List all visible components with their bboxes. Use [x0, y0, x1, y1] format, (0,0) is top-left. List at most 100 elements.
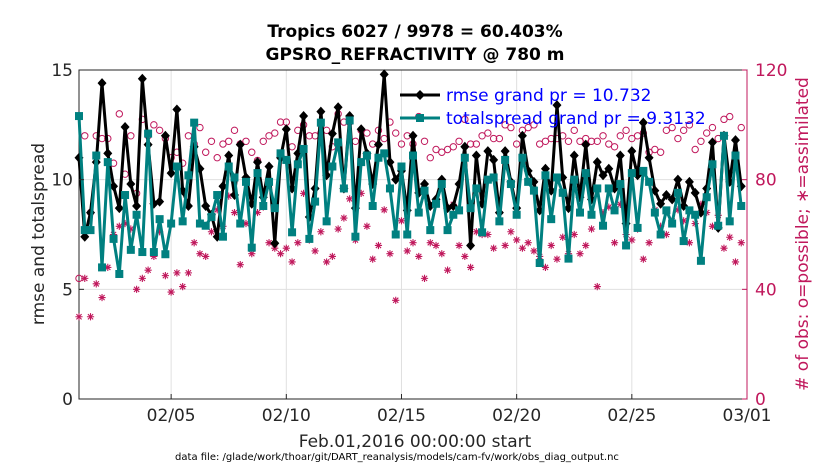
y-axis-label-right: # of obs: o=possible; ∗=assimilated: [793, 77, 813, 391]
point-rmse: [281, 124, 291, 135]
point-totalspread: [518, 153, 527, 162]
obs-assimilated-point: [466, 263, 475, 271]
x-tick-label: 02/25: [607, 406, 656, 426]
point-totalspread: [368, 201, 377, 210]
obs-possible-point: [432, 145, 440, 154]
obs-assimilated-point: [697, 200, 705, 208]
point-totalspread: [115, 269, 124, 278]
point-totalspread: [138, 248, 147, 257]
obs-possible-point: [397, 140, 406, 148]
obs-assimilated-point: [420, 274, 429, 282]
point-totalspread: [489, 173, 498, 182]
point-totalspread: [552, 173, 561, 182]
point-totalspread: [276, 149, 285, 158]
obs-assimilated-point: [299, 189, 308, 197]
obs-assimilated-point: [587, 225, 596, 233]
obs-assimilated-point: [253, 208, 262, 217]
point-totalspread: [650, 208, 659, 217]
obs-possible-point: [662, 126, 671, 135]
point-rmse: [114, 203, 124, 214]
point-totalspread: [512, 210, 521, 219]
obs-possible-point: [720, 115, 728, 124]
point-totalspread: [253, 169, 262, 178]
obs-assimilated-point: [138, 274, 146, 282]
point-totalspread: [685, 206, 694, 215]
obs-possible-point: [438, 148, 446, 156]
obs-possible-point: [587, 137, 596, 145]
obs-assimilated-point: [490, 244, 498, 252]
obs-possible-point: [213, 154, 221, 162]
point-rmse: [483, 146, 493, 157]
obs-assimilated-point: [484, 230, 492, 239]
obs-assimilated-point: [605, 203, 613, 211]
obs-assimilated-point: [207, 228, 216, 236]
obs-possible-point: [351, 137, 360, 145]
point-totalspread: [714, 221, 723, 230]
point-totalspread: [207, 212, 216, 221]
point-totalspread: [213, 191, 222, 200]
point-totalspread: [524, 177, 533, 186]
point-totalspread: [190, 118, 199, 127]
point-totalspread: [305, 234, 314, 243]
point-totalspread: [731, 151, 740, 160]
point-totalspread: [380, 149, 389, 158]
point-totalspread: [460, 153, 469, 162]
point-totalspread: [506, 180, 515, 189]
point-totalspread: [86, 226, 95, 235]
obs-possible-point: [127, 132, 135, 140]
obs-assimilated-point: [346, 195, 354, 203]
footer-datafile: data file: /glade/work/thoar/git/DART_re…: [175, 452, 619, 463]
obs-assimilated-point: [248, 250, 256, 258]
obs-assimilated-point: [115, 222, 123, 230]
obs-assimilated-point: [524, 239, 532, 247]
legend-marker-spread: [416, 114, 424, 122]
point-totalspread: [167, 219, 176, 228]
point-totalspread: [345, 116, 354, 125]
point-totalspread: [420, 186, 429, 195]
y-tick-label-left: 0: [62, 390, 73, 410]
point-rmse: [80, 231, 90, 242]
point-totalspread: [616, 180, 625, 189]
point-totalspread: [282, 155, 291, 164]
point-totalspread: [385, 184, 394, 193]
point-totalspread: [109, 234, 118, 243]
point-totalspread: [75, 112, 83, 121]
x-tick-label: 03/01: [723, 406, 772, 426]
x-tick-label: 02/15: [377, 406, 426, 426]
obs-possible-point: [150, 121, 158, 129]
obs-possible-point: [656, 148, 665, 156]
point-rmse: [592, 157, 602, 168]
point-totalspread: [265, 177, 274, 186]
obs-assimilated-point: [144, 266, 152, 274]
point-totalspread: [725, 217, 734, 226]
obs-possible-point: [271, 129, 279, 137]
point-totalspread: [403, 230, 412, 239]
point-rmse: [684, 176, 694, 187]
legend-label-rmse: rmse grand pr = 10.732: [446, 86, 651, 106]
x-tick-label: 02/05: [147, 406, 196, 426]
obs-assimilated-point: [380, 206, 388, 214]
obs-assimilated-point: [547, 241, 555, 250]
obs-possible-point: [570, 126, 578, 135]
point-rmse: [172, 104, 182, 115]
point-totalspread: [610, 206, 619, 215]
obs-assimilated-point: [455, 241, 463, 250]
point-totalspread: [184, 171, 193, 180]
point-rmse: [471, 150, 481, 161]
point-rmse: [408, 130, 418, 141]
point-totalspread: [708, 160, 717, 169]
legend-label-spread: totalspread grand pr = 9.3132: [446, 109, 706, 129]
obs-assimilated-point: [397, 217, 406, 225]
obs-possible-point: [466, 140, 475, 148]
point-totalspread: [483, 175, 492, 184]
point-totalspread: [236, 219, 245, 228]
obs-possible-point: [115, 110, 124, 118]
obs-assimilated-point: [334, 225, 342, 233]
obs-possible-point: [685, 121, 694, 129]
obs-possible-point: [380, 134, 388, 143]
obs-assimilated-point: [202, 252, 210, 261]
obs-assimilated-point: [662, 230, 670, 239]
point-rmse: [201, 200, 211, 211]
x-axis-label: Feb.01,2016 00:00:00 start: [299, 432, 532, 452]
point-totalspread: [547, 215, 556, 224]
